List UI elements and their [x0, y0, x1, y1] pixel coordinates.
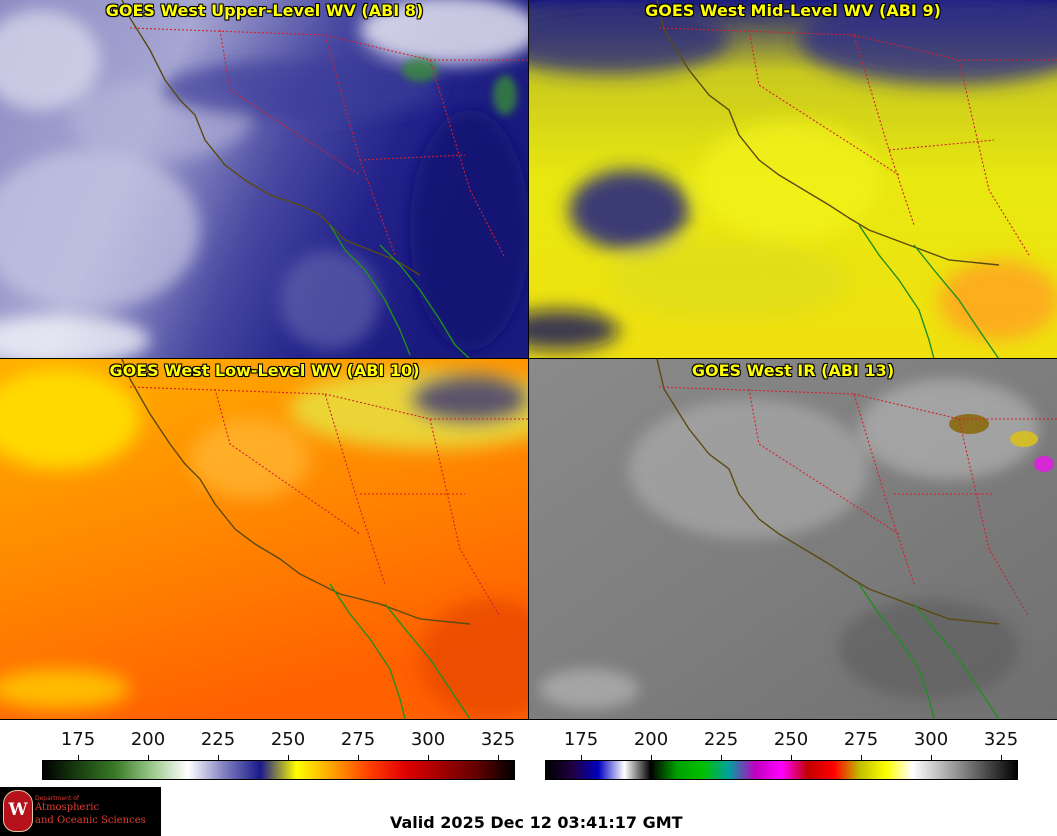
logo-name-line: Atmospheric — [35, 802, 100, 813]
ir-tick-label: 275 — [843, 729, 879, 750]
ir-tick-label: 300 — [913, 729, 949, 750]
ir-image — [529, 359, 1057, 719]
low-level-wv-image — [0, 359, 529, 719]
wv-tick-label: 275 — [340, 729, 376, 750]
ir-tick — [651, 755, 652, 760]
logo-department-line: Department of — [35, 795, 79, 802]
ir-colorbar — [545, 760, 1018, 780]
wv-tick — [498, 755, 499, 760]
wv-tick — [358, 755, 359, 760]
mid-level-wv-title: GOES West Mid-Level WV (ABI 9) — [645, 1, 941, 20]
ir-title: GOES West IR (ABI 13) — [691, 361, 895, 380]
ir-tick — [581, 755, 582, 760]
wv-colorbar — [42, 760, 515, 780]
ir-panel: GOES West IR (ABI 13) — [529, 359, 1057, 719]
low-level-wv-title: GOES West Low-Level WV (ABI 10) — [109, 361, 420, 380]
upper-level-wv-image — [0, 0, 529, 359]
wv-tick — [288, 755, 289, 760]
ir-tick — [1001, 755, 1002, 760]
ir-color-scale: 175 200 225 250 275 300 325 — [533, 720, 1033, 782]
uw-crest-icon: W — [3, 790, 33, 832]
wv-tick-label: 250 — [270, 729, 306, 750]
panel-divider-bottom — [0, 719, 1057, 720]
mid-level-wv-panel: GOES West Mid-Level WV (ABI 9) — [529, 0, 1057, 359]
aos-logo: W Department of Atmospheric and Oceanic … — [0, 787, 161, 836]
ir-tick-label: 175 — [563, 729, 599, 750]
logo-name-line-2: and Oceanic Sciences — [35, 815, 146, 826]
wv-tick-label: 225 — [200, 729, 236, 750]
ir-tick-label: 250 — [773, 729, 809, 750]
ir-tick — [861, 755, 862, 760]
wv-tick — [148, 755, 149, 760]
wv-tick-label: 325 — [480, 729, 516, 750]
panel-divider-vertical — [528, 0, 529, 719]
mid-level-wv-image — [529, 0, 1057, 359]
ir-tick-label: 200 — [633, 729, 669, 750]
ir-tick-label: 325 — [983, 729, 1019, 750]
ir-tick — [931, 755, 932, 760]
wv-tick-label: 200 — [130, 729, 166, 750]
wv-tick-label: 300 — [410, 729, 446, 750]
ir-tick — [721, 755, 722, 760]
low-level-wv-panel: GOES West Low-Level WV (ABI 10) — [0, 359, 529, 719]
upper-level-wv-title: GOES West Upper-Level WV (ABI 8) — [105, 1, 424, 20]
wv-tick — [428, 755, 429, 760]
ir-tick — [791, 755, 792, 760]
ir-tick-label: 225 — [703, 729, 739, 750]
upper-level-wv-panel: GOES West Upper-Level WV (ABI 8) — [0, 0, 529, 359]
wv-tick-label: 175 — [60, 729, 96, 750]
wv-color-scale: 175 200 225 250 275 300 325 — [30, 720, 530, 782]
wv-tick — [218, 755, 219, 760]
crest-letter: W — [8, 800, 28, 820]
panel-divider-horizontal — [0, 358, 1057, 359]
valid-time: Valid 2025 Dec 12 03:41:17 GMT — [390, 813, 683, 832]
wv-tick — [78, 755, 79, 760]
